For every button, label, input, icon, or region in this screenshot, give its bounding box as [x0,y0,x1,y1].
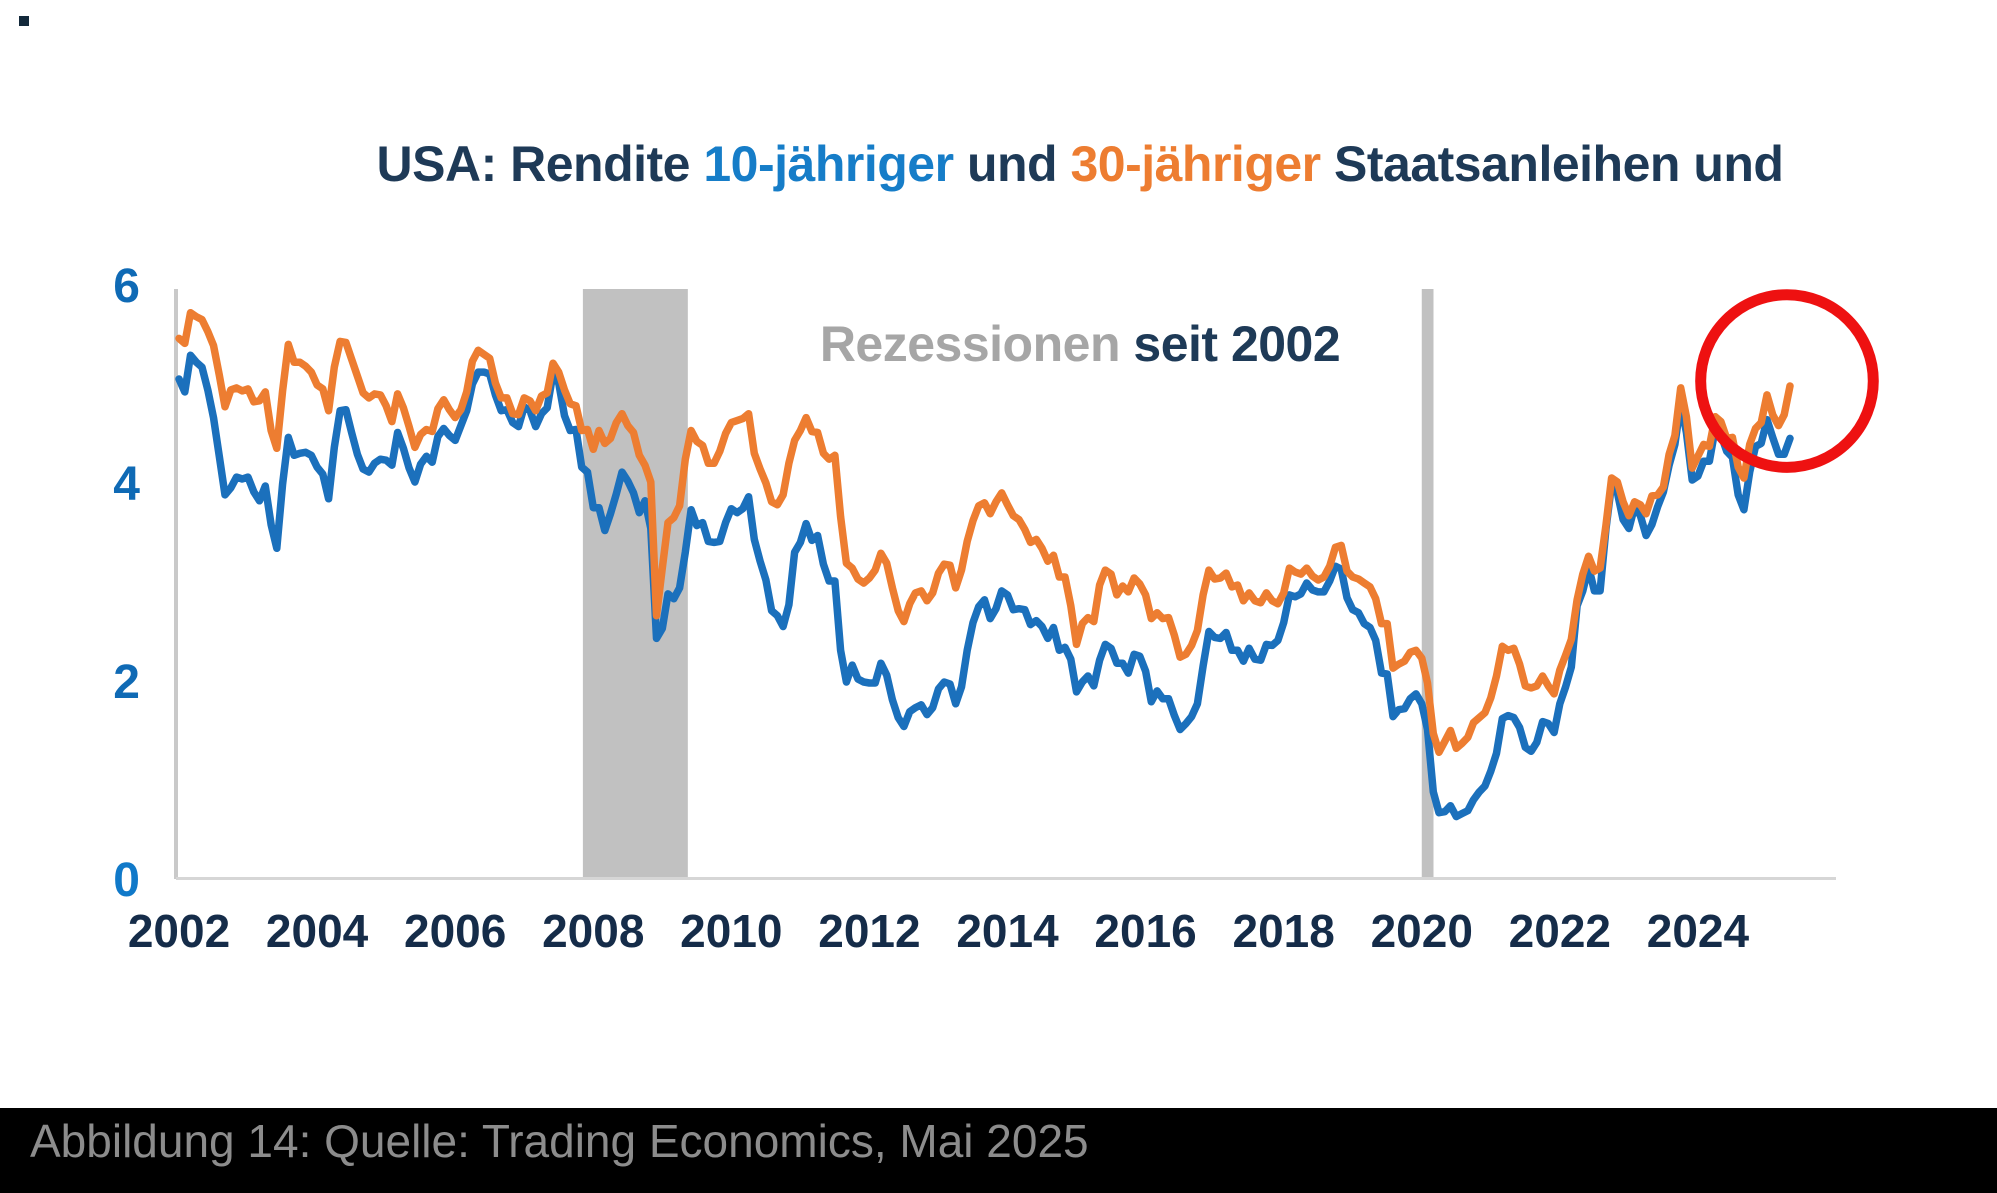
title-part-und: und [953,136,1071,192]
title-line-1: USA: Rendite 10-jähriger und 30-jähriger… [160,134,1997,194]
recession-band [582,289,688,879]
y-tick-label: 2 [113,656,140,709]
title-recession-highlight: Rezessionen [819,316,1121,372]
series-30y-line [175,308,1794,757]
y-tick-label: 0 [113,854,140,907]
title-part-prefix: USA: Rendite [376,136,704,192]
recession-band [1421,289,1434,879]
title-line-2: Rezessionen seit 2002 [160,314,1997,374]
title-30y-highlight: 30-jähriger [1070,136,1321,192]
x-tick-label: 2002 [127,905,231,957]
chart-title: USA: Rendite 10-jähriger und 30-jähriger… [160,14,1997,494]
y-tick-label: 6 [113,260,140,313]
red-circle-annotation-icon [1695,289,1879,473]
x-tick-label: 2012 [818,905,921,957]
x-tick-label: 2004 [265,905,369,957]
title-part-seit: seit 2002 [1120,316,1341,372]
x-tick-label: 2020 [1370,905,1473,957]
corner-square-icon [19,16,29,26]
x-tick-label: 2024 [1646,905,1750,957]
x-tick-label: 2006 [403,905,507,957]
x-tick-label: 2018 [1232,905,1335,957]
x-tick-label: 2008 [542,905,645,957]
caption-bar: Abbildung 14: Quelle: Trading Economics,… [0,1108,1997,1193]
x-tick-label: 2016 [1094,905,1197,957]
series-10y-line [175,351,1794,821]
x-tick-label: 2022 [1508,905,1611,957]
x-tick-label: 2010 [680,905,783,957]
x-tick-label: 2014 [956,905,1059,957]
title-part-suffix: Staatsanleihen und [1320,136,1784,192]
y-tick-label: 4 [113,458,140,511]
source-caption: Abbildung 14: Quelle: Trading Economics,… [30,1115,1089,1167]
title-10y-highlight: 10-jähriger [703,136,954,192]
